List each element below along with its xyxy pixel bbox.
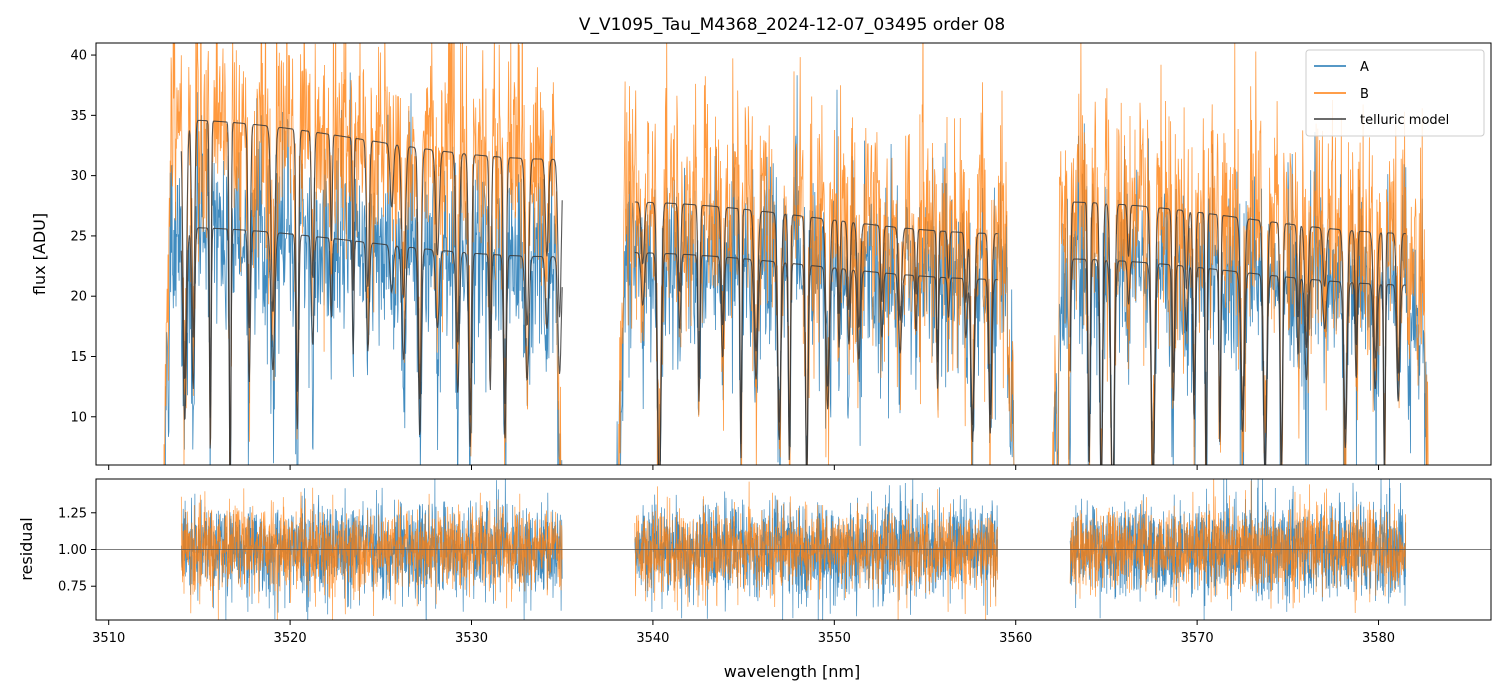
x-tick-label: 3580 — [1362, 631, 1395, 646]
telluric-model-b-line — [1069, 201, 1407, 465]
legend-label-model: telluric model — [1360, 113, 1449, 128]
telluric-model-b-line — [634, 201, 998, 465]
telluric-model-a-line — [634, 252, 998, 465]
x-tick-label: 3540 — [636, 631, 669, 646]
flux-y-tick-label: 15 — [70, 350, 87, 365]
chart-title: V_V1095_Tau_M4368_2024-12-07_03495 order… — [579, 15, 1005, 35]
legend-label-a: A — [1360, 60, 1369, 75]
telluric-model-b-line — [180, 119, 563, 465]
legend-box — [1305, 49, 1485, 137]
residual-b-line — [180, 487, 563, 620]
flux-y-tick-label: 10 — [70, 410, 87, 425]
flux-y-tick-label: 20 — [70, 290, 87, 305]
flux-axes-frame — [95, 42, 1492, 466]
series-a-line — [165, 72, 563, 465]
flux-y-tick-label: 25 — [70, 229, 87, 244]
residual-panel: 0.75 1.00 1.25 3510 3520 3530 3540 3550 3560 357… — [17, 478, 1492, 681]
x-tick-label: 3530 — [455, 631, 488, 646]
residual-y-tick-label: 1.25 — [58, 506, 87, 521]
flux-y-tick-label: 30 — [70, 169, 87, 184]
flux-y-tick-label: 40 — [70, 49, 87, 64]
telluric-model-a-line — [180, 227, 563, 465]
telluric-model-a-line — [1069, 258, 1406, 465]
x-tick-label: 3520 — [274, 631, 307, 646]
residual-y-tick-label: 1.00 — [58, 543, 87, 558]
x-axis-label: wavelength [nm] — [724, 662, 861, 681]
residual-y-label: residual — [17, 517, 36, 580]
x-tick-label: 3570 — [1181, 631, 1214, 646]
flux-panel: 10 15 20 25 30 35 40 flux [ADU] — [30, 42, 1492, 470]
legend-label-b: B — [1360, 87, 1369, 102]
x-tick-label: 3550 — [818, 631, 851, 646]
residual-y-tick-label: 0.75 — [58, 580, 87, 595]
x-tick-label: 3510 — [92, 631, 125, 646]
series-b-line — [163, 43, 562, 465]
x-tick-label: 3560 — [999, 631, 1032, 646]
residual-b-line — [634, 481, 998, 620]
flux-y-label: flux [ADU] — [30, 213, 49, 295]
residual-b-line — [1069, 479, 1407, 614]
flux-y-tick-label: 35 — [70, 109, 87, 124]
legend: A B telluric model — [1305, 49, 1485, 137]
